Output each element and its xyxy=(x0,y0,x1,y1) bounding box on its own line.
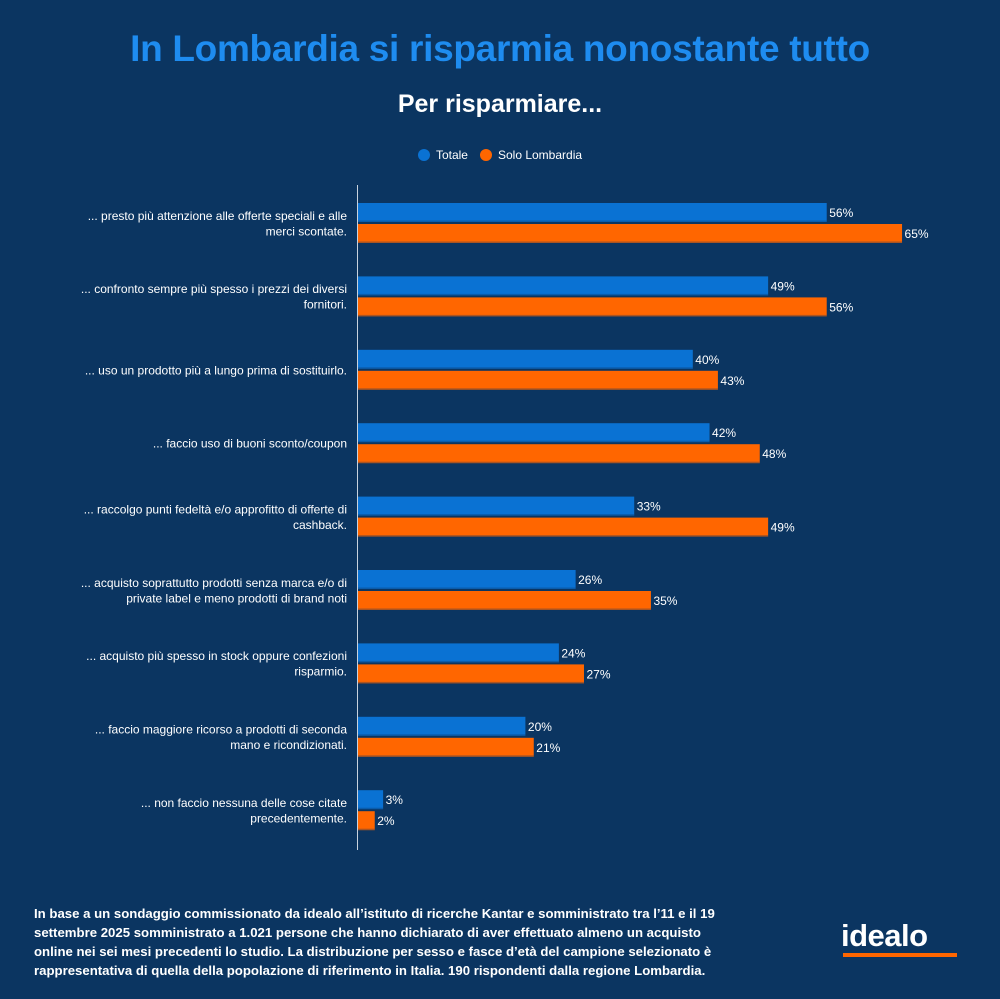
category-label-line: ... raccolgo punti fedeltà e/o approfitt… xyxy=(84,502,347,516)
footer-note: In base a un sondaggio commissionato da … xyxy=(34,906,715,978)
bar-shadow xyxy=(358,367,693,369)
bar-totale xyxy=(358,276,769,296)
legend-label-lombardia: Solo Lombardia xyxy=(497,148,583,162)
bar-lombardia xyxy=(358,591,651,610)
category-label: ... faccio uso di buoni sconto/coupon xyxy=(153,437,347,451)
bar-lombardia xyxy=(358,444,760,464)
bar-totale xyxy=(358,790,384,810)
category-label-line: private label e meno prodotti di brand n… xyxy=(126,591,347,605)
bar-shadow xyxy=(358,241,903,243)
data-label: 43% xyxy=(720,374,744,388)
category-label: ... confronto sempre più spesso i prezzi… xyxy=(81,282,347,312)
data-label: 20% xyxy=(528,720,552,734)
legend-dot-lombardia-icon xyxy=(479,149,492,161)
data-label: 3% xyxy=(386,793,404,807)
bar-totale xyxy=(358,423,710,443)
category-label-line: mano e ricondizionati. xyxy=(230,738,347,752)
data-label: 49% xyxy=(771,279,795,293)
bar-lombardia xyxy=(358,811,375,831)
bar-totale xyxy=(358,496,635,516)
category-label-line: ... acquisto più spesso in stock oppure … xyxy=(86,649,347,663)
bar-shadow xyxy=(358,514,635,516)
bar-lombardia xyxy=(358,370,718,390)
category-label-line: fornitori. xyxy=(304,298,347,312)
category-label-line: ... faccio uso di buoni sconto/coupon xyxy=(153,437,347,451)
bar-lombardia xyxy=(358,517,769,537)
data-label: 21% xyxy=(536,741,560,755)
category-label-line: precedentemente. xyxy=(250,811,347,825)
chart-title: In Lombardia si risparmia nonostante tut… xyxy=(130,28,870,69)
category-label: ... non faccio nessuna delle cose citate… xyxy=(141,796,347,826)
data-label: 42% xyxy=(712,426,736,440)
bar-shadow xyxy=(358,828,375,831)
category-label-line: ... uso un prodotto più a lungo prima di… xyxy=(85,363,347,377)
bar-totale xyxy=(358,643,559,663)
bar-lombardia xyxy=(358,737,534,757)
bar-totale xyxy=(358,349,693,369)
bar-shadow xyxy=(358,755,534,757)
data-label: 33% xyxy=(637,500,661,514)
bar-totale xyxy=(358,570,576,589)
legend-item-lombardia: Solo Lombardia xyxy=(479,148,583,162)
data-label: 35% xyxy=(653,594,677,608)
bar-shadow xyxy=(358,734,526,736)
category-label-line: ... acquisto soprattutto prodotti senza … xyxy=(81,576,347,590)
bar-chart: ... presto più attenzione alle offerte s… xyxy=(81,185,929,850)
category-label: ... presto più attenzione alle offerte s… xyxy=(88,209,348,239)
category-label-line: ... faccio maggiore ricorso a prodotti d… xyxy=(95,723,347,737)
legend: Totale Solo Lombardia xyxy=(0,148,1000,162)
data-label: 26% xyxy=(578,573,602,587)
idealo-logo-underline xyxy=(843,953,957,957)
data-label: 65% xyxy=(905,227,929,241)
category-label: ... acquisto soprattutto prodotti senza … xyxy=(81,576,347,606)
data-label: 24% xyxy=(561,646,585,660)
category-label: ... acquisto più spesso in stock oppure … xyxy=(86,649,347,679)
category-label-line: merci scontate. xyxy=(266,224,347,238)
category-label-line: cashback. xyxy=(293,518,347,532)
bar-totale xyxy=(358,203,827,222)
category-label-line: ... non faccio nessuna delle cose citate xyxy=(141,796,347,810)
data-label: 48% xyxy=(762,447,786,461)
legend-item-totale: Totale xyxy=(417,148,468,162)
bar-lombardia xyxy=(358,224,903,243)
bar-shadow xyxy=(358,608,651,610)
data-label: 56% xyxy=(829,206,853,220)
bar-shadow xyxy=(358,293,769,296)
category-label: ... faccio maggiore ricorso a prodotti d… xyxy=(95,723,347,753)
category-label-line: ... presto più attenzione alle offerte s… xyxy=(88,209,348,223)
bar-shadow xyxy=(358,587,576,589)
bar-shadow xyxy=(358,807,384,810)
legend-dot-totale-icon xyxy=(417,149,430,161)
bar-shadow xyxy=(358,681,584,684)
bar-shadow xyxy=(358,660,559,663)
data-label: 49% xyxy=(771,521,795,535)
bar-lombardia xyxy=(358,297,827,317)
bar-shadow xyxy=(358,440,710,443)
idealo-logo: idealo xyxy=(841,918,928,953)
category-label: ... raccolgo punti fedeltà e/o approfitt… xyxy=(84,502,347,532)
category-label-line: risparmio. xyxy=(294,665,347,679)
bar-lombardia xyxy=(358,664,584,684)
bar-shadow xyxy=(358,461,760,464)
bar-shadow xyxy=(358,314,827,317)
bar-totale xyxy=(358,716,526,736)
bar-shadow xyxy=(358,220,827,222)
category-label-line: ... confronto sempre più spesso i prezzi… xyxy=(81,282,347,296)
legend-label-totale: Totale xyxy=(435,148,468,162)
data-label: 2% xyxy=(377,814,395,828)
data-label: 27% xyxy=(586,667,610,681)
category-label: ... uso un prodotto più a lungo prima di… xyxy=(85,363,347,377)
bar-shadow xyxy=(358,388,718,390)
bar-shadow xyxy=(358,535,769,537)
data-label: 56% xyxy=(829,300,853,314)
chart-subtitle: Per risparmiare... xyxy=(397,90,603,118)
data-label: 40% xyxy=(695,353,719,367)
